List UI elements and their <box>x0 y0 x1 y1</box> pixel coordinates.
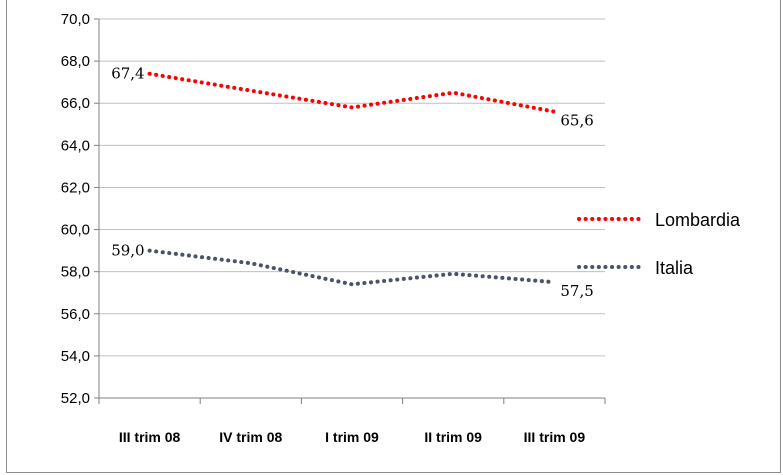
y-tick-label: 70,0 <box>61 11 90 28</box>
x-tick-label: III trim 08 <box>119 429 181 445</box>
x-tick-label: I trim 09 <box>325 429 379 445</box>
y-tick-label: 62,0 <box>61 179 90 196</box>
x-tick-label: II trim 09 <box>424 429 482 445</box>
data-label: 65,6 <box>560 112 593 130</box>
chart-frame: 52,0 54,0 56,0 58,0 60,0 62,0 64,0 66,0 68,0 70,0… <box>6 0 781 473</box>
series-line-lombardia <box>147 71 557 114</box>
axes <box>94 18 606 404</box>
y-axis-tick-labels: 52,0 54,0 56,0 58,0 60,0 62,0 64,0 66,0 68,0 70,0 <box>61 11 90 407</box>
y-tick-label: 60,0 <box>61 222 90 239</box>
y-tick-label: 64,0 <box>61 137 90 154</box>
gridlines <box>99 18 605 357</box>
data-label: 67,4 <box>111 65 144 83</box>
data-labels: 67,4 65,6 59,0 57,5 <box>111 65 594 300</box>
legend-label-italia: Italia <box>655 258 694 278</box>
legend: Lombardia Italia <box>577 210 741 278</box>
y-tick-label: 54,0 <box>61 348 90 365</box>
data-label: 57,5 <box>560 282 593 300</box>
legend-label-lombardia: Lombardia <box>655 210 741 230</box>
x-tick-label: IV trim 08 <box>219 429 282 445</box>
x-axis-tick-labels: III trim 08 IV trim 08 I trim 09 II trim 09… <box>119 429 585 445</box>
y-tick-label: 58,0 <box>61 264 90 281</box>
y-tick-label: 66,0 <box>61 95 90 112</box>
line-chart: 52,0 54,0 56,0 58,0 60,0 62,0 64,0 66,0 68,0 70,0… <box>61 11 741 445</box>
series-lines <box>147 71 557 287</box>
y-tick-label: 56,0 <box>61 306 90 323</box>
data-label: 59,0 <box>111 242 144 260</box>
series-line-italia <box>147 248 557 287</box>
x-tick-label: III trim 09 <box>524 429 586 445</box>
y-tick-label: 68,0 <box>61 53 90 70</box>
y-tick-label: 52,0 <box>61 390 90 407</box>
